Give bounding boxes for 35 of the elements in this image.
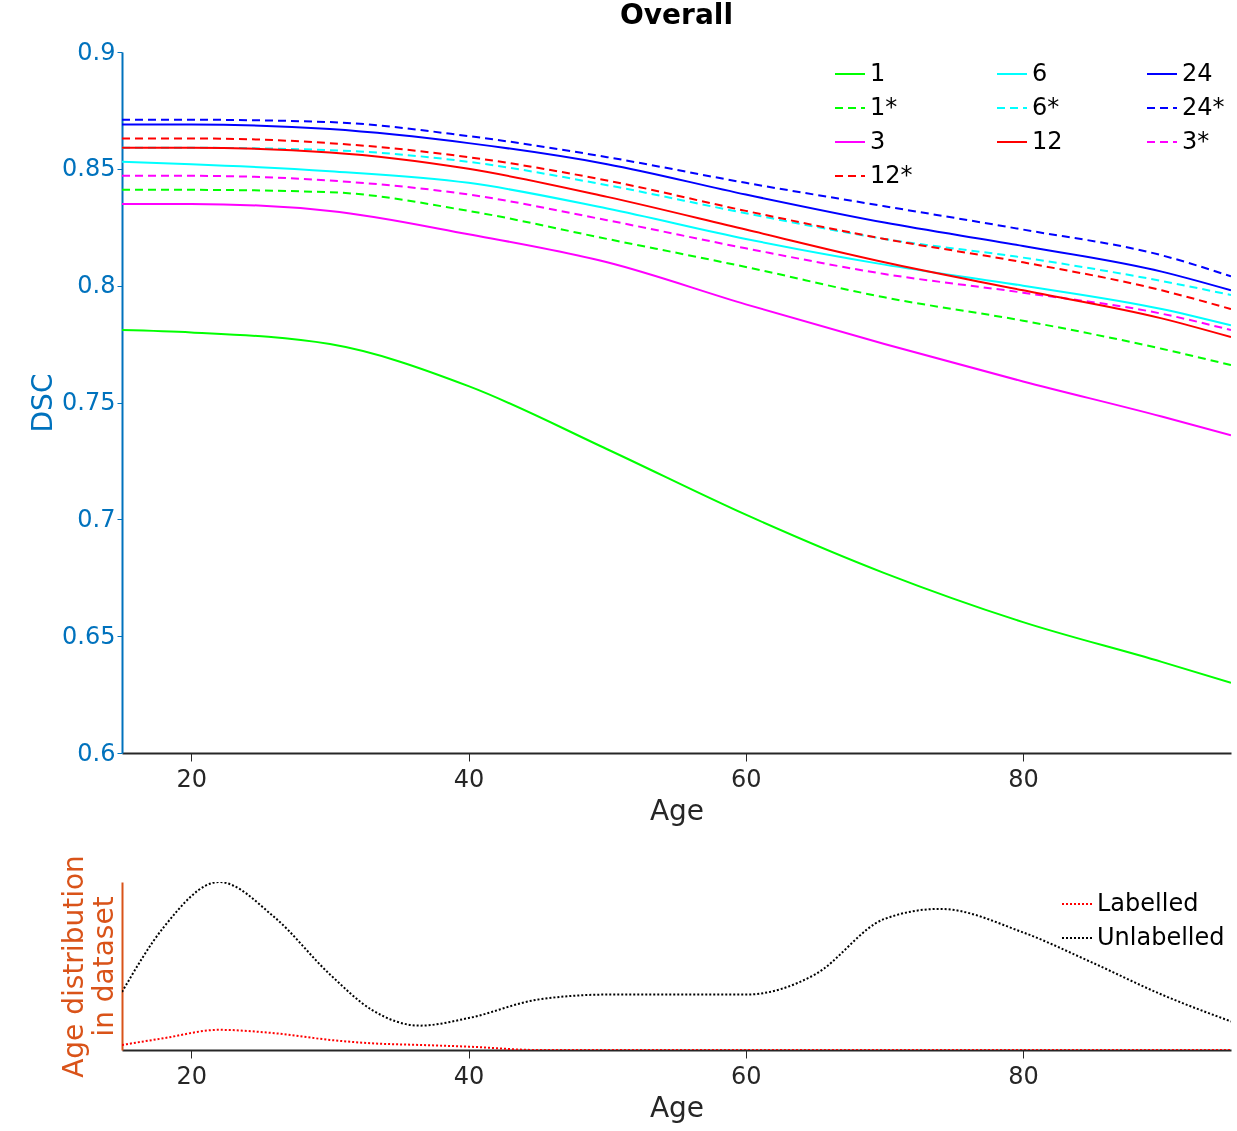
line-series [122,188,1231,367]
x-axis-title: Age [649,1090,705,1124]
x-tick-label: 20 [176,764,208,793]
x-tick-label: 40 [453,764,485,793]
y-tick-label: 0.6 [77,738,116,767]
legend-label: 6* [1032,93,1060,121]
x-tick-label: 80 [1008,764,1039,793]
legend-label: Labelled [1097,889,1199,917]
legend-label: 6 [1032,59,1048,87]
x-tick-label: 80 [1008,1061,1039,1090]
legend-label: 24 [1182,59,1213,87]
y-tick-label: 0.9 [77,37,116,66]
line-series [122,329,1231,684]
x-tick-label: 60 [731,764,762,793]
y-tick-label: 0.75 [62,388,116,416]
x-tick-label: 60 [731,1061,762,1090]
legend-label: 1* [870,93,898,121]
x-axis-title: Age [649,793,705,827]
y-tick-label: 0.7 [77,504,116,533]
legend-label: 12 [1032,127,1063,155]
y-tick-label: 0.85 [62,154,116,183]
y-axis-title: Age distribution in dataset [56,855,120,1078]
legend-label: 3* [1182,127,1210,155]
y-tick-label: 0.8 [77,271,116,300]
legend-label: Unlabelled [1097,923,1225,951]
line-series [122,202,1231,437]
legend-label: 1 [870,59,886,87]
x-tick-label: 20 [176,1061,208,1090]
legend-label: 3 [870,127,886,155]
chart-title: Overall [620,0,733,31]
y-axis-title: DSC [26,373,60,433]
legend-label: 12* [870,161,913,189]
x-tick-label: 40 [453,1061,485,1090]
legend-label: 24* [1182,93,1225,121]
y-tick-label: 0.65 [62,621,116,650]
